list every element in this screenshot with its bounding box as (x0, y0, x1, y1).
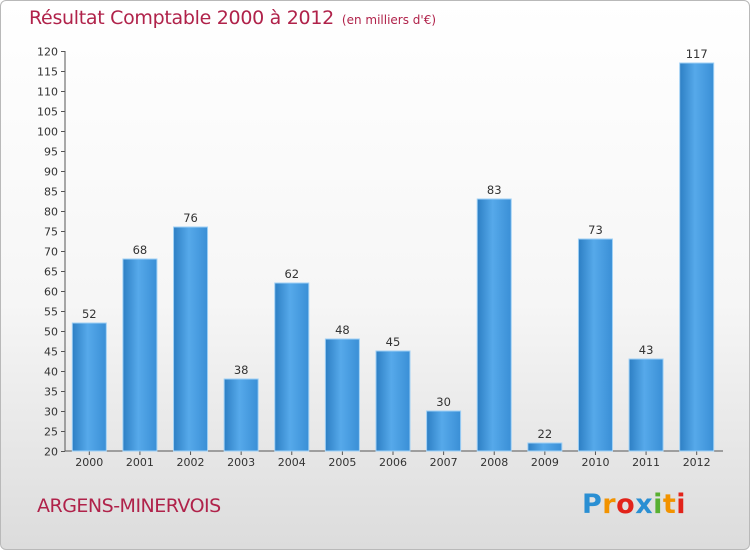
city-name: ARGENS-MINERVOIS (37, 495, 221, 517)
bar-2006 (375, 350, 411, 452)
axes: 20 25 30 35 40 45 50 55 60 65 70 75 80 85 90 95 100 105 11… (37, 46, 723, 469)
x-tick-label-2009: 2009 (531, 456, 559, 469)
bars: 52 68 76 38 62 48 45 30 83 22 73 43 117 (71, 47, 715, 452)
bar-2004 (274, 282, 310, 452)
x-tick-label-2005: 2005 (328, 456, 356, 469)
logo-letter: x (635, 489, 654, 520)
y-tick-label: 70 (44, 246, 58, 259)
data-label-2009: 22 (538, 427, 553, 441)
data-label-2010: 73 (588, 223, 603, 237)
chart-subtitle: (en milliers d'€) (341, 13, 437, 27)
y-tick-label: 65 (44, 266, 58, 279)
logo-letter: i (676, 489, 687, 520)
data-label-2000: 52 (82, 307, 97, 321)
y-tick-label: 60 (44, 286, 58, 299)
chart-title-text: Résultat Comptable 2000 à 2012 (29, 7, 334, 29)
bar-2011 (628, 358, 664, 452)
logo-letter: r (602, 489, 617, 520)
data-label-2001: 68 (133, 243, 148, 257)
y-tick-label: 115 (37, 66, 58, 79)
bar-2009 (527, 442, 563, 452)
y-tick-label: 90 (44, 166, 58, 179)
y-tick-label: 30 (44, 406, 58, 419)
bar-2001 (122, 258, 158, 452)
data-label-2012: 117 (686, 47, 708, 61)
x-tick-label-2003: 2003 (227, 456, 255, 469)
chart-title: Résultat Comptable 2000 à 2012 (en millie… (29, 7, 436, 29)
data-label-2005: 48 (335, 323, 350, 337)
logo-letter: t (662, 489, 677, 520)
bar-2012 (679, 62, 715, 452)
x-tick-label-2004: 2004 (278, 456, 306, 469)
y-tick-label: 45 (44, 346, 58, 359)
data-label-2007: 30 (436, 395, 451, 409)
y-tick-label: 40 (44, 366, 58, 379)
data-label-2002: 76 (183, 211, 198, 225)
x-tick-label-2011: 2011 (632, 456, 660, 469)
bar-2008 (476, 198, 512, 452)
data-label-2006: 45 (386, 335, 401, 349)
x-tick-label-2006: 2006 (379, 456, 407, 469)
x-tick-label-2008: 2008 (480, 456, 508, 469)
bar-2007 (426, 410, 462, 452)
y-tick-label: 110 (37, 86, 58, 99)
data-label-2004: 62 (284, 267, 299, 281)
bar-2010 (577, 238, 613, 452)
x-tick-label-2010: 2010 (581, 456, 609, 469)
y-tick-label: 25 (44, 426, 58, 439)
x-tick-label-2002: 2002 (177, 456, 205, 469)
y-tick-label: 75 (44, 226, 58, 239)
data-label-2011: 43 (639, 343, 654, 357)
proxiti-logo: Proxiti (582, 489, 686, 520)
y-tick-label: 80 (44, 206, 58, 219)
bar-2002 (173, 226, 209, 452)
x-tick-label-2001: 2001 (126, 456, 154, 469)
x-tick-label-2007: 2007 (430, 456, 458, 469)
x-tick-label-2012: 2012 (683, 456, 711, 469)
bar-2005 (324, 338, 360, 452)
y-tick-label: 95 (44, 146, 58, 159)
y-tick-label: 20 (44, 446, 58, 459)
bar-2003 (223, 378, 259, 452)
y-tick-label: 120 (37, 46, 58, 59)
data-label-2008: 83 (487, 183, 502, 197)
y-tick-label: 55 (44, 306, 58, 319)
y-tick-label: 85 (44, 186, 58, 199)
logo-letter: o (616, 489, 636, 520)
y-tick-label: 105 (37, 106, 58, 119)
data-label-2003: 38 (234, 363, 249, 377)
logo-letter: P (582, 489, 603, 520)
logo-letter: i (653, 489, 663, 520)
y-tick-label: 50 (44, 326, 58, 339)
y-tick-label: 100 (37, 126, 58, 139)
bar-2000 (71, 322, 107, 452)
y-tick-label: 35 (44, 386, 58, 399)
x-tick-label-2000: 2000 (75, 456, 103, 469)
